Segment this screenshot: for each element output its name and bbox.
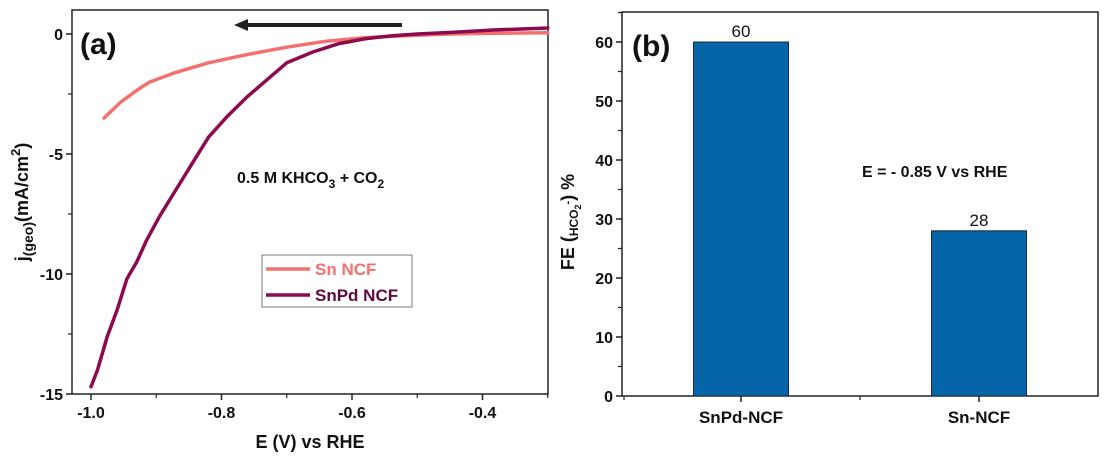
legend-label-snpd: SnPd NCF <box>315 286 398 305</box>
panel-label-a: (a) <box>80 28 117 61</box>
y-tick-label: 60 <box>595 35 613 52</box>
bars-group: 60 28 <box>693 22 1027 397</box>
series-group <box>89 26 550 389</box>
y-tick-label: -5 <box>49 147 63 164</box>
electrolyte-annotation: 0.5 M KHCO3 + CO2 <box>237 170 385 191</box>
legend-box <box>261 254 413 308</box>
x-category-label: Sn-NCF <box>948 408 1010 427</box>
y-tick-label: 30 <box>595 212 613 229</box>
potential-annotation: E = - 0.85 V vs RHE <box>862 164 1008 181</box>
y-tick-label: 0 <box>604 389 613 406</box>
bar-sn-ncf <box>931 230 1027 397</box>
panel-label-b: (b) <box>632 30 670 63</box>
bar-data-label: 60 <box>732 22 751 41</box>
bar-data-label: 28 <box>970 211 989 230</box>
x-tick-label: -0.4 <box>469 405 497 422</box>
y-axis-title-a: j(geo)(mA/cm2) <box>8 143 36 262</box>
scan-direction-arrow-icon <box>234 19 402 31</box>
y-tick-label: 0 <box>54 27 63 44</box>
x-axis-ticks: -1.0 -0.8 -0.6 -0.4 <box>77 394 549 422</box>
y-axis-ticks: 0 -5 -10 -15 <box>40 27 72 404</box>
y-tick-label: 50 <box>595 94 613 111</box>
x-tick-label: -1.0 <box>77 405 105 422</box>
y-tick-label: -10 <box>40 267 63 284</box>
x-axis-title-a: E (V) vs RHE <box>255 432 364 452</box>
y-tick-label: 40 <box>595 153 613 170</box>
bar-snpd-ncf <box>693 41 789 397</box>
series-line-snpd-ncf <box>89 26 550 389</box>
legend-label-sn: Sn NCF <box>315 260 376 279</box>
y-axis-ticks: 0 10 20 30 40 50 60 <box>595 11 622 406</box>
series-line-sn-ncf <box>102 31 550 120</box>
panel-a-line-chart: -1.0 -0.8 -0.6 -0.4 0 -5 -10 -15 (a) 0.5 M KHC… <box>8 9 550 452</box>
plot-a-frame <box>71 9 549 395</box>
x-axis-ticks: SnPd-NCF Sn-NCF <box>623 396 1010 427</box>
y-tick-label: 10 <box>595 330 613 347</box>
legend: Sn NCF SnPd NCF <box>261 254 413 308</box>
y-tick-label: -15 <box>40 387 63 404</box>
panel-b-bar-chart: 60 28 0 10 20 30 40 50 60 SnPd-NCF Sn-NCF (b) E … <box>558 11 1099 427</box>
x-category-label: SnPd-NCF <box>699 408 783 427</box>
x-tick-label: -0.8 <box>208 405 236 422</box>
y-axis-title-b: FE (HCO2-) % <box>558 174 583 270</box>
x-tick-label: -0.6 <box>338 405 366 422</box>
y-tick-label: 20 <box>595 271 613 288</box>
